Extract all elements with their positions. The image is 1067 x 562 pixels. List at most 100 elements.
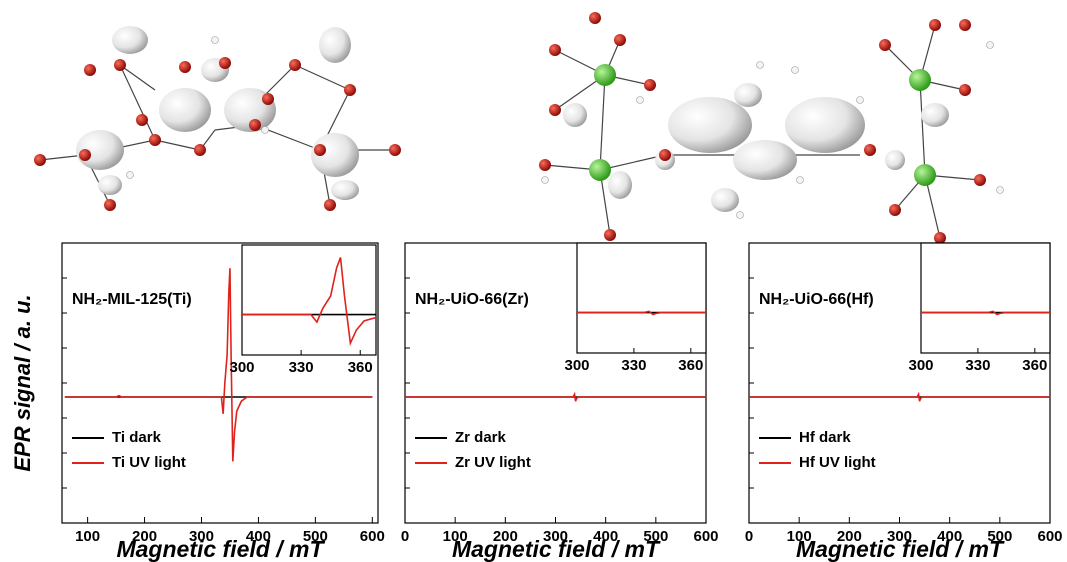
- bond: [599, 74, 606, 171]
- hydrogen-atom: [796, 176, 804, 184]
- orbital-lobe: [885, 150, 905, 170]
- oxygen-atom: [84, 64, 96, 76]
- hydrogen-atom: [211, 36, 219, 44]
- oxygen-atom: [644, 79, 656, 91]
- oxygen-atom: [114, 59, 126, 71]
- hydrogen-atom: [736, 211, 744, 219]
- orbital-lobe: [733, 140, 797, 180]
- metal-atom: [594, 64, 616, 86]
- x-tick-label: 100: [443, 528, 468, 545]
- inset-plot: [577, 310, 706, 316]
- hydrogen-atom: [856, 96, 864, 104]
- spectrum-line: [405, 391, 706, 402]
- oxygen-atom: [549, 104, 561, 116]
- inset-plot: [242, 257, 376, 347]
- x-tick-label: 600: [1037, 528, 1062, 545]
- inset-spectrum-line: [577, 310, 706, 316]
- x-tick-label: 300: [189, 528, 214, 545]
- x-tick-label: 100: [787, 528, 812, 545]
- hydrogen-atom: [126, 171, 134, 179]
- x-axis-label: Magnetic field / mT: [452, 536, 661, 562]
- inset-x-tick-label: 330: [965, 357, 990, 374]
- orbital-lobe: [785, 97, 865, 153]
- inset-x-tick-label: 330: [621, 357, 646, 374]
- orbital-lobe: [734, 83, 762, 107]
- inset-x-tick-label: 300: [564, 357, 589, 374]
- legend-label: Hf dark: [799, 429, 851, 446]
- inset-plot: [921, 310, 1050, 316]
- oxygen-atom: [549, 44, 561, 56]
- metal-atom: [589, 159, 611, 181]
- hydrogen-atom: [791, 66, 799, 74]
- legend-label: Zr dark: [455, 429, 507, 446]
- metal-atom: [914, 164, 936, 186]
- oxygen-atom: [149, 134, 161, 146]
- oxygen-atom: [194, 144, 206, 156]
- oxygen-atom: [104, 199, 116, 211]
- x-tick-label: 400: [246, 528, 271, 545]
- legend-label: Hf UV light: [799, 454, 876, 471]
- bond: [154, 139, 201, 151]
- orbital-lobe: [563, 103, 587, 127]
- spectrum-line: [749, 391, 1050, 402]
- hydrogen-atom: [261, 126, 269, 134]
- bond: [599, 154, 666, 171]
- x-axis-label: Magnetic field / mT: [116, 536, 325, 562]
- oxygen-atom: [179, 61, 191, 73]
- inset-spectrum-line: [921, 310, 1050, 316]
- oxygen-atom: [262, 93, 274, 105]
- oxygen-atom: [879, 39, 891, 51]
- orbital-lobe: [159, 88, 211, 132]
- inset-x-tick-label: 300: [229, 359, 254, 376]
- x-tick-label: 400: [937, 528, 962, 545]
- bond: [294, 64, 351, 91]
- inset-frame: [920, 242, 1051, 354]
- oxygen-atom: [659, 149, 671, 161]
- x-axis-label: Magnetic field / mT: [796, 536, 1005, 562]
- x-tick-label: 0: [401, 528, 409, 545]
- oxygen-atom: [929, 19, 941, 31]
- orbital-lobe: [311, 133, 359, 177]
- orbital-lobe: [331, 180, 359, 200]
- orbital-lobe: [711, 188, 739, 212]
- oxygen-atom: [34, 154, 46, 166]
- inset-frame: [576, 242, 707, 354]
- oxygen-atom: [974, 174, 986, 186]
- sample-label: NH₂-UiO-66(Zr): [415, 291, 529, 308]
- x-tick-label: 300: [887, 528, 912, 545]
- oxygen-atom: [604, 229, 616, 241]
- orbital-lobe: [319, 27, 351, 63]
- x-tick-label: 500: [303, 528, 328, 545]
- inset-frame: [241, 244, 377, 356]
- inset-x-tick-label: 360: [1022, 357, 1047, 374]
- x-tick-label: 500: [643, 528, 668, 545]
- bond: [264, 64, 296, 96]
- oxygen-atom: [959, 84, 971, 96]
- oxygen-atom: [589, 12, 601, 24]
- legend-label: Zr UV light: [455, 454, 531, 471]
- sample-label: NH₂-MIL-125(Ti): [72, 291, 192, 308]
- orbital-lobe: [921, 103, 949, 127]
- hydrogen-atom: [996, 186, 1004, 194]
- oxygen-atom: [324, 199, 336, 211]
- orbital-lobe: [608, 171, 632, 199]
- oxygen-atom: [959, 19, 971, 31]
- hydrogen-atom: [541, 176, 549, 184]
- oxygen-atom: [249, 119, 261, 131]
- bond: [119, 64, 156, 91]
- oxygen-atom: [219, 57, 231, 69]
- x-tick-label: 200: [493, 528, 518, 545]
- oxygen-atom: [289, 59, 301, 71]
- oxygen-atom: [79, 149, 91, 161]
- oxygen-atom: [934, 232, 946, 244]
- y-axis-label: EPR signal / a. u.: [10, 294, 35, 471]
- inset-x-tick-label: 330: [289, 359, 314, 376]
- oxygen-atom: [389, 144, 401, 156]
- inset-spectrum-line: [242, 257, 376, 347]
- inset-x-tick-label: 360: [678, 357, 703, 374]
- orbital-lobe: [112, 26, 148, 54]
- molecule-images: [34, 12, 1004, 244]
- oxygen-atom: [539, 159, 551, 171]
- spectrum-line: [64, 268, 373, 462]
- x-tick-label: 500: [987, 528, 1012, 545]
